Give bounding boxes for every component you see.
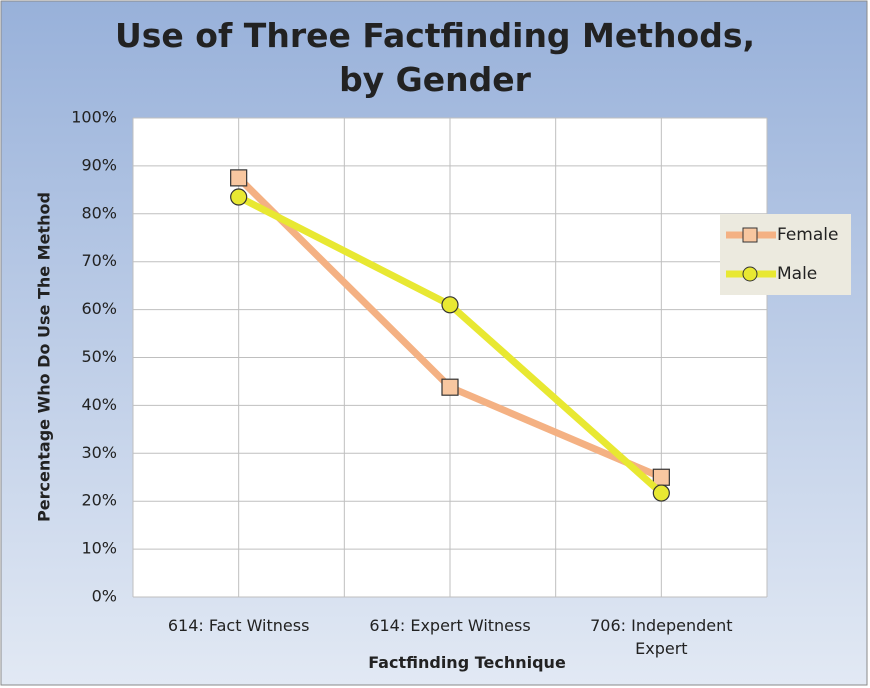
legend-label: Female [777,225,838,245]
point-marker [652,484,670,502]
x-tick-label: 706: Independent Expert [590,616,733,658]
point-marker [230,188,248,206]
chart-title: Use of Three Factfinding Methods, by Gen… [114,16,756,99]
point-marker [441,296,459,314]
x-axis-title: Factfinding Technique [368,653,566,672]
legend-box [720,214,851,295]
y-tick-label: 90% [81,155,117,174]
y-tick-label: 40% [81,395,117,414]
y-tick-label: 50% [81,347,117,366]
y-tick-label: 0% [92,587,117,606]
point-marker [441,378,459,396]
legend-label: Male [777,264,817,284]
y-tick-label: 20% [81,491,117,510]
y-tick-label: 100% [71,108,117,127]
x-tick-label: 614: Fact Witness [167,616,310,635]
point-marker [230,169,248,187]
legend-marker [742,266,758,282]
point-marker [652,468,670,486]
y-tick-label: 10% [81,539,117,558]
y-tick-label: 70% [81,251,117,270]
y-tick-label: 80% [81,203,117,222]
x-tick-label: 614: Expert Witness [369,616,531,635]
y-tick-label: 60% [81,299,117,318]
legend-marker [742,227,758,243]
y-tick-label: 30% [81,443,117,462]
y-axis-title: Percentage Who Do Use The Method [35,192,54,522]
